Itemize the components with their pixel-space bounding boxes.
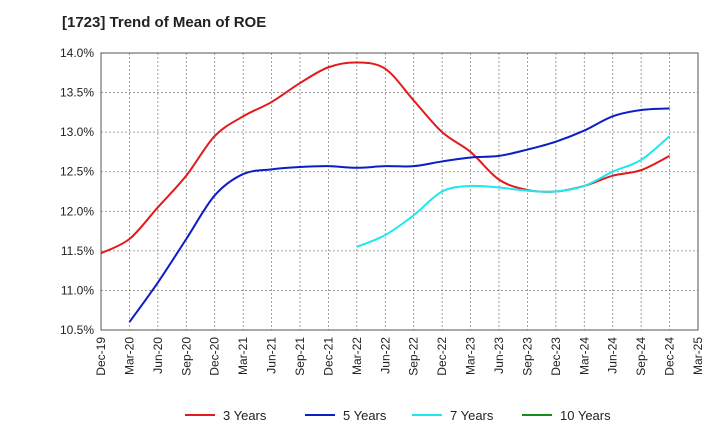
x-tick-label: Jun-24: [606, 337, 620, 374]
series-line-5-years: [128, 107, 670, 323]
grid-lines: [101, 53, 698, 330]
legend-label: 10 Years: [560, 408, 611, 423]
x-tick-label: Dec-21: [321, 337, 335, 376]
legend-label: 7 Years: [450, 408, 494, 423]
x-tick-label: Sep-24: [634, 337, 648, 376]
y-tick-label: 13.5%: [60, 86, 94, 100]
series-lines: [100, 61, 671, 323]
x-tick-label: Dec-22: [435, 337, 449, 376]
legend-label: 3 Years: [223, 408, 267, 423]
y-tick-label: 12.5%: [60, 165, 94, 179]
x-tick-label: Jun-23: [492, 337, 506, 374]
x-tick-label: Mar-23: [464, 337, 478, 375]
x-tick-label: Mar-22: [350, 337, 364, 375]
legend: 3 Years 5 Years 7 Years 10 Years: [185, 408, 611, 423]
x-tick-label: Jun-22: [378, 337, 392, 374]
x-tick-label: Dec-24: [663, 337, 677, 376]
x-tick-label: Dec-19: [94, 337, 108, 376]
y-tick-label: 14.0%: [60, 46, 94, 60]
y-tick-label: 11.5%: [61, 244, 94, 258]
x-tick-label: Dec-23: [549, 337, 563, 376]
x-tick-label: Jun-20: [151, 337, 165, 374]
y-tick-label: 10.5%: [60, 323, 94, 337]
axes: 10.5% 11.0% 11.5% 12.0% 12.5% 13.0% 13.5% 14.0%…: [60, 46, 705, 376]
plot-area-border: [100, 52, 699, 331]
x-tick-label: Mar-24: [577, 337, 591, 375]
x-tick-label: Mar-20: [122, 337, 136, 375]
y-tick-label: 13.0%: [60, 125, 94, 139]
x-tick-label: Mar-21: [236, 337, 250, 375]
x-tick-label: Sep-20: [179, 337, 193, 376]
y-tick-label: 12.0%: [60, 204, 94, 218]
x-tick-label: Sep-21: [293, 337, 307, 376]
x-tick-label: Dec-20: [208, 337, 222, 376]
x-tick-label: Jun-21: [265, 337, 279, 374]
x-tick-label: Sep-23: [520, 337, 534, 376]
chart-title: [1723] Trend of Mean of ROE: [62, 14, 267, 31]
x-tick-label: Sep-22: [407, 337, 421, 376]
x-tick-label: Mar-25: [691, 337, 705, 375]
legend-label: 5 Years: [343, 408, 387, 423]
series-line-7-years: [356, 135, 671, 248]
y-tick-label: 11.0%: [61, 283, 94, 297]
